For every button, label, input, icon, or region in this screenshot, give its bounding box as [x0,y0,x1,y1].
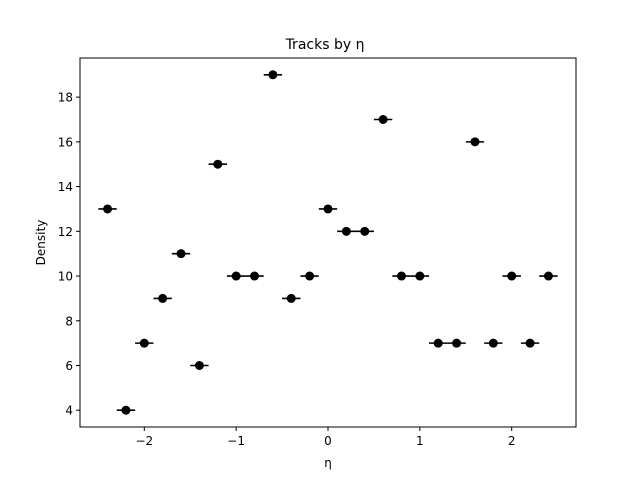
chart-title: Tracks by η [285,37,365,53]
y-tick-label: 10 [58,270,73,284]
y-axis-label: Density [34,220,48,266]
point-marker [488,338,498,348]
x-tick-label: 1 [416,434,424,448]
y-tick-label: 8 [65,314,73,328]
data-point [337,226,356,236]
data-point [355,226,374,236]
data-point [171,249,191,259]
y-tick-label: 6 [65,359,73,373]
x-axis: −2 −1 0 1 2 [135,427,516,448]
data-point [153,293,172,303]
point-marker [139,338,149,348]
point-marker [231,271,241,281]
data-point [502,271,521,281]
data-point [429,338,448,348]
x-tick-label: 2 [508,434,516,448]
point-marker [452,338,462,348]
data-point [263,70,283,80]
data-point [190,361,209,370]
x-tick-label: −2 [135,434,153,448]
point-marker [176,249,186,259]
data-point [318,204,338,214]
point-marker [121,405,131,415]
data-point [135,338,154,348]
data-point [410,271,430,281]
point-marker [378,115,388,124]
point-marker [415,271,425,281]
point-marker [360,226,370,236]
y-tick-label: 4 [65,404,73,418]
data-point [208,159,227,169]
point-marker [433,338,443,348]
point-marker [341,226,351,236]
data-point [392,271,411,281]
point-marker [525,338,535,348]
data-point [539,271,558,281]
y-axis: 4 6 8 10 12 14 16 18 [58,91,80,418]
point-marker [305,271,315,281]
data-point [447,338,466,348]
data-point [245,271,264,281]
data-point [520,338,540,348]
x-tick-label: −1 [227,434,245,448]
x-tick-label: 0 [324,434,332,448]
data-point [226,271,246,281]
plot-area [98,70,558,415]
y-tick-label: 16 [58,135,73,149]
y-tick-label: 14 [58,180,73,194]
point-marker [158,293,168,303]
point-marker [103,204,113,214]
x-axis-label: η [324,456,332,470]
y-tick-label: 12 [58,225,73,239]
data-point [300,271,319,281]
y-tick-label: 18 [58,91,73,105]
point-marker [396,271,406,281]
point-marker [507,271,517,281]
data-point [116,405,136,415]
point-marker [194,361,204,370]
data-point [98,204,117,214]
point-marker [250,271,260,281]
data-point [373,115,393,124]
point-marker [543,271,553,281]
data-point [282,293,301,303]
data-point [484,338,503,348]
point-marker [323,204,333,214]
data-point [465,137,485,147]
point-marker [470,137,480,147]
point-marker [213,159,223,169]
point-marker [286,293,296,303]
point-marker [268,70,278,80]
